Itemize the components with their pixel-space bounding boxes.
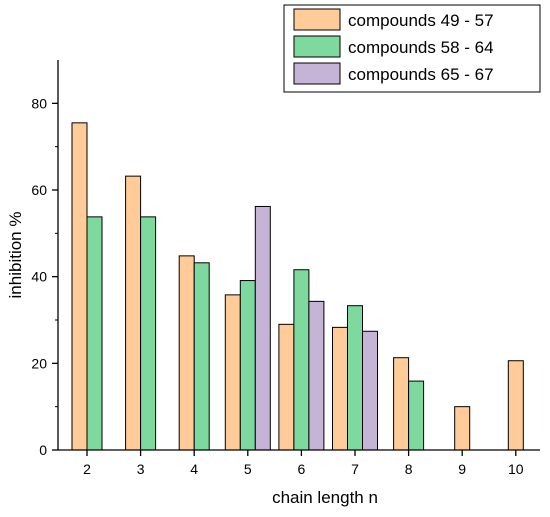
y-tick-label: 80 bbox=[31, 95, 47, 111]
bar-s2-n7 bbox=[347, 305, 363, 451]
bar-s1-n6 bbox=[278, 323, 295, 451]
bar-s1-n4 bbox=[178, 255, 195, 451]
bar-s1-n10 bbox=[507, 360, 524, 451]
legend-label-s2: compounds 58 - 64 bbox=[348, 38, 494, 57]
bar-s2-n6 bbox=[293, 269, 310, 451]
y-tick-label: 20 bbox=[31, 355, 47, 371]
ticks-group: 0 20 40 60 80 2 3 4 5 6 7 8 9 10 bbox=[31, 95, 523, 477]
legend-label-s1: compounds 49 - 57 bbox=[348, 11, 494, 30]
bar-s2-n8 bbox=[408, 380, 425, 451]
bar-s1-n9 bbox=[454, 406, 471, 451]
x-tick-label: 8 bbox=[405, 461, 413, 477]
bar-s1-n8 bbox=[393, 357, 410, 451]
x-tick-label: 10 bbox=[508, 461, 524, 477]
legend-swatch-s2 bbox=[293, 35, 341, 58]
bar-s1-n2 bbox=[71, 122, 88, 451]
x-tick-label: 5 bbox=[244, 461, 252, 477]
y-tick-label: 40 bbox=[31, 269, 47, 285]
bar-s2-n3 bbox=[140, 216, 157, 451]
bar-s3-n6 bbox=[308, 300, 325, 451]
bars-group bbox=[71, 122, 524, 451]
bar-s1-n3 bbox=[125, 175, 142, 451]
x-tick-label: 3 bbox=[137, 461, 145, 477]
legend-label-s3: compounds 65 - 67 bbox=[348, 65, 494, 84]
legend-swatch-s3 bbox=[293, 62, 341, 85]
x-axis-label: chain length n bbox=[272, 488, 378, 507]
axes-group bbox=[57, 60, 540, 451]
x-tick-label: 7 bbox=[351, 461, 359, 477]
x-tick-label: 2 bbox=[83, 461, 91, 477]
bar-s1-n5 bbox=[224, 294, 241, 451]
x-tick-label: 6 bbox=[298, 461, 306, 477]
bar-s1-n7 bbox=[332, 326, 348, 451]
bar-s3-n5 bbox=[254, 205, 271, 451]
legend: compounds 49 - 57 compounds 58 - 64 compou… bbox=[283, 4, 541, 93]
y-tick-label: 60 bbox=[31, 182, 47, 198]
bar-s3-n7 bbox=[362, 330, 378, 451]
bar-s2-n5 bbox=[239, 280, 256, 451]
x-tick-label: 4 bbox=[190, 461, 198, 477]
y-axis-label: inhibition % bbox=[6, 212, 25, 299]
bar-s2-n2 bbox=[86, 216, 103, 451]
bar-s2-n4 bbox=[193, 262, 210, 451]
x-tick-label: 9 bbox=[458, 461, 466, 477]
legend-swatch-s1 bbox=[293, 8, 341, 31]
y-tick-label: 0 bbox=[39, 442, 47, 458]
